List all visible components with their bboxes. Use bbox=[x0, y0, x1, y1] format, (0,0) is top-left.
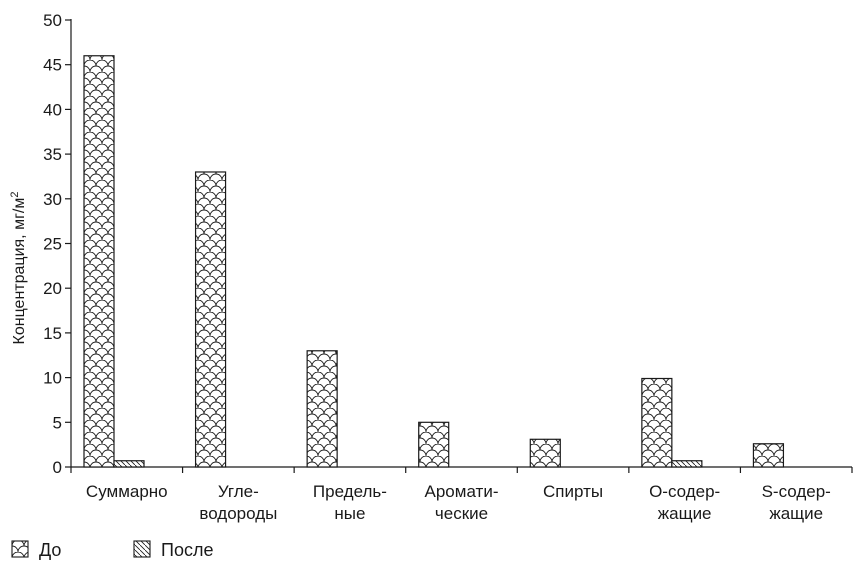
legend-label: После bbox=[161, 540, 213, 560]
bars bbox=[83, 55, 785, 468]
x-tick-label: Суммарно bbox=[86, 482, 168, 501]
x-tick-label: S-содер-жащие bbox=[762, 482, 831, 523]
y-axis-label: Концентрация, мг/м2 bbox=[9, 192, 28, 345]
y-tick-label: 10 bbox=[43, 369, 62, 388]
x-tick-label: Аромати-ческие bbox=[425, 482, 499, 523]
legend: До После bbox=[11, 540, 213, 560]
x-axis: Суммарно Угле-водороды Предель-ные Аромати-… bbox=[70, 466, 853, 523]
x-tick-label: Угле-водороды bbox=[199, 482, 277, 523]
y-axis-title: Концентрация, мг/м2 bbox=[9, 192, 28, 345]
legend-swatch-after bbox=[133, 540, 151, 558]
y-tick-label: 40 bbox=[43, 100, 62, 119]
y-tick-label: 20 bbox=[43, 279, 62, 298]
bar-before bbox=[83, 55, 115, 468]
y-axis: 0 5 10 15 20 25 30 35 40 45 50 bbox=[43, 11, 72, 477]
bar-after bbox=[671, 460, 703, 468]
bar-before bbox=[306, 350, 338, 468]
y-tick-label: 50 bbox=[43, 11, 62, 30]
legend-swatch-before bbox=[11, 540, 29, 558]
bar-before bbox=[752, 443, 785, 468]
y-tick-label: 30 bbox=[43, 190, 62, 209]
bar-before bbox=[641, 377, 673, 468]
y-tick-label: 25 bbox=[43, 235, 62, 254]
y-tick-label: 15 bbox=[43, 324, 62, 343]
bar-before bbox=[194, 171, 227, 468]
x-tick-label: О-содер-жащие bbox=[649, 482, 720, 523]
legend-label: До bbox=[39, 540, 61, 560]
bar-after bbox=[113, 460, 145, 468]
y-tick-label: 45 bbox=[43, 56, 62, 75]
bar-before bbox=[418, 421, 450, 468]
bar-before bbox=[529, 438, 561, 468]
x-tick-label: Спирты bbox=[543, 482, 603, 501]
y-tick-label: 35 bbox=[43, 145, 62, 164]
y-tick-label: 5 bbox=[53, 413, 62, 432]
x-tick-label: Предель-ные bbox=[313, 482, 387, 523]
y-tick-label: 0 bbox=[53, 458, 62, 477]
